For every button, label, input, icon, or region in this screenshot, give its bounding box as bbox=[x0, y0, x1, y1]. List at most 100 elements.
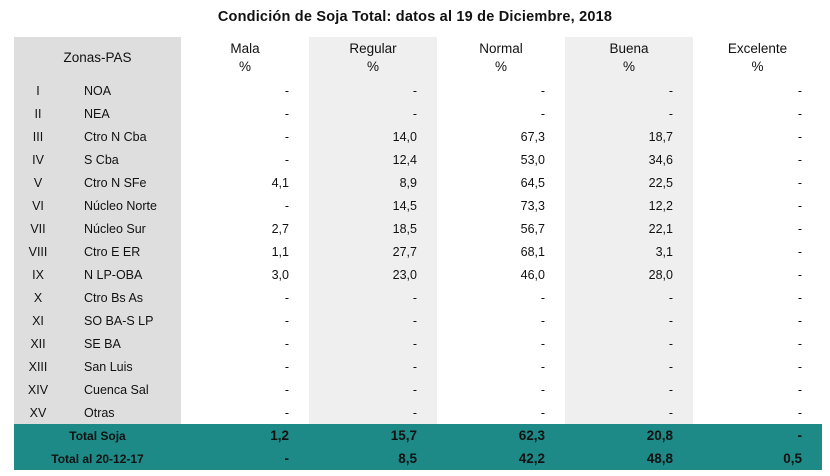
zone-cell: V Ctro N SFe bbox=[14, 171, 181, 194]
table-row: III Ctro N Cba -14,0 67,3 18,7- bbox=[14, 125, 822, 148]
value-cell: - bbox=[437, 355, 565, 378]
value-cell: 12,4 bbox=[309, 148, 437, 171]
column-header-unit: % bbox=[366, 59, 379, 74]
zone-number: XII bbox=[30, 336, 46, 351]
value-cell: - bbox=[565, 378, 693, 401]
zone-name: SE BA bbox=[84, 336, 121, 351]
value-cell: - bbox=[309, 378, 437, 401]
total-value-cell: - bbox=[284, 451, 290, 466]
column-header-unit: % bbox=[238, 59, 251, 74]
table-row: XIV Cuenca Sal - - - - - bbox=[14, 378, 822, 401]
value-cell: - bbox=[181, 401, 309, 424]
table-row: XV Otras - - - - - bbox=[14, 401, 822, 424]
zone-cell: I NOA bbox=[14, 79, 181, 102]
value-cell: 22,1 bbox=[565, 217, 693, 240]
value-cell: - bbox=[309, 355, 437, 378]
zone-number: IX bbox=[32, 267, 44, 282]
value-cell: - bbox=[181, 378, 309, 401]
zone-number: VIII bbox=[28, 244, 48, 259]
zone-number: XIII bbox=[28, 359, 48, 374]
value-cell: - bbox=[565, 286, 693, 309]
zone-cell: XV Otras bbox=[14, 401, 181, 424]
total-row: Total Soja 1,2 15,7 62,3 20,8 - bbox=[14, 424, 822, 447]
value-cell: - bbox=[693, 125, 822, 148]
table-row: VII Núcleo Sur 2,7 18,5 56,7 22,1- bbox=[14, 217, 822, 240]
value-cell: 46,0 bbox=[437, 263, 565, 286]
value-cell: 28,0 bbox=[565, 263, 693, 286]
value-cell: - bbox=[693, 194, 822, 217]
value-cell: - bbox=[565, 401, 693, 424]
total-value-cell: 20,8 bbox=[646, 428, 673, 443]
value-cell: - bbox=[693, 332, 822, 355]
value-cell: - bbox=[565, 309, 693, 332]
zone-cell: IX N LP-OBA bbox=[14, 263, 181, 286]
zone-name: S Cba bbox=[84, 152, 119, 167]
value-cell: - bbox=[309, 309, 437, 332]
value-cell: - bbox=[565, 102, 693, 125]
table-title: Condición de Soja Total: datos al 19 de … bbox=[217, 9, 613, 25]
value-cell: 64,5 bbox=[437, 171, 565, 194]
column-header-excelente: Excelente % bbox=[693, 37, 822, 79]
value-cell: - bbox=[693, 171, 822, 194]
column-header-label: Normal bbox=[479, 41, 523, 56]
value-cell: 56,7 bbox=[437, 217, 565, 240]
zone-number: III bbox=[32, 129, 44, 144]
table-header: Zonas-PAS Mala % Regular % Normal % Buen… bbox=[14, 37, 822, 79]
value-cell: 3,0 bbox=[181, 263, 309, 286]
zone-cell: IV S Cba bbox=[14, 148, 181, 171]
value-cell: - bbox=[565, 355, 693, 378]
value-cell: 67,3 bbox=[437, 125, 565, 148]
value-cell: 3,1 bbox=[565, 240, 693, 263]
column-header-mala: Mala % bbox=[181, 37, 309, 79]
zone-name: Otras bbox=[84, 405, 115, 420]
value-cell: - bbox=[437, 401, 565, 424]
column-header-normal: Normal % bbox=[437, 37, 565, 79]
zone-cell: VII Núcleo Sur bbox=[14, 217, 181, 240]
value-cell: - bbox=[693, 309, 822, 332]
total-value-cell: 42,2 bbox=[518, 451, 545, 466]
zone-name: San Luis bbox=[84, 359, 133, 374]
table-row: VI Núcleo Norte -14,5 73,3 12,2- bbox=[14, 194, 822, 217]
table-row: XI SO BA-S LP - - - - - bbox=[14, 309, 822, 332]
zone-name: NEA bbox=[84, 106, 110, 121]
value-cell: - bbox=[309, 286, 437, 309]
value-cell: - bbox=[181, 194, 309, 217]
value-cell: - bbox=[181, 309, 309, 332]
zone-number: X bbox=[33, 290, 43, 305]
value-cell: - bbox=[565, 79, 693, 102]
zone-number: IV bbox=[32, 152, 44, 167]
value-cell: - bbox=[565, 332, 693, 355]
zone-name: Ctro N Cba bbox=[84, 129, 147, 144]
zone-number: XV bbox=[29, 405, 47, 420]
column-header-unit: % bbox=[494, 59, 507, 74]
zone-cell: X Ctro Bs As bbox=[14, 286, 181, 309]
total-value-cell: 0,5 bbox=[783, 451, 802, 466]
value-cell: - bbox=[693, 401, 822, 424]
zone-number: XI bbox=[32, 313, 44, 328]
table-row: IX N LP-OBA 3,0 23,0 46,0 28,0- bbox=[14, 263, 822, 286]
zone-name: Ctro N SFe bbox=[84, 175, 147, 190]
table-row: II NEA - - - - - bbox=[14, 102, 822, 125]
value-cell: - bbox=[181, 332, 309, 355]
total-value-cell: - bbox=[797, 428, 803, 443]
table-row: V Ctro N SFe 4,1 8,9 64,5 22,5- bbox=[14, 171, 822, 194]
zone-number: II bbox=[34, 106, 42, 121]
value-cell: 23,0 bbox=[309, 263, 437, 286]
table-row: I NOA - - - - - bbox=[14, 79, 822, 102]
zone-cell: XIII San Luis bbox=[14, 355, 181, 378]
value-cell: 68,1 bbox=[437, 240, 565, 263]
value-cell: - bbox=[181, 125, 309, 148]
zone-number: XIV bbox=[27, 382, 49, 397]
value-cell: - bbox=[181, 148, 309, 171]
total-value-cell: 62,3 bbox=[518, 428, 545, 443]
value-cell: - bbox=[181, 102, 309, 125]
table-footer: Total Soja 1,2 15,7 62,3 20,8- Total al 20-12… bbox=[14, 424, 822, 470]
total-value-cell: 8,5 bbox=[398, 451, 417, 466]
total-value-cell: 15,7 bbox=[390, 428, 417, 443]
value-cell: 14,0 bbox=[309, 125, 437, 148]
zone-cell: III Ctro N Cba bbox=[14, 125, 181, 148]
value-cell: - bbox=[437, 79, 565, 102]
value-cell: 8,9 bbox=[309, 171, 437, 194]
column-header-label: Excelente bbox=[727, 41, 788, 56]
value-cell: 53,0 bbox=[437, 148, 565, 171]
